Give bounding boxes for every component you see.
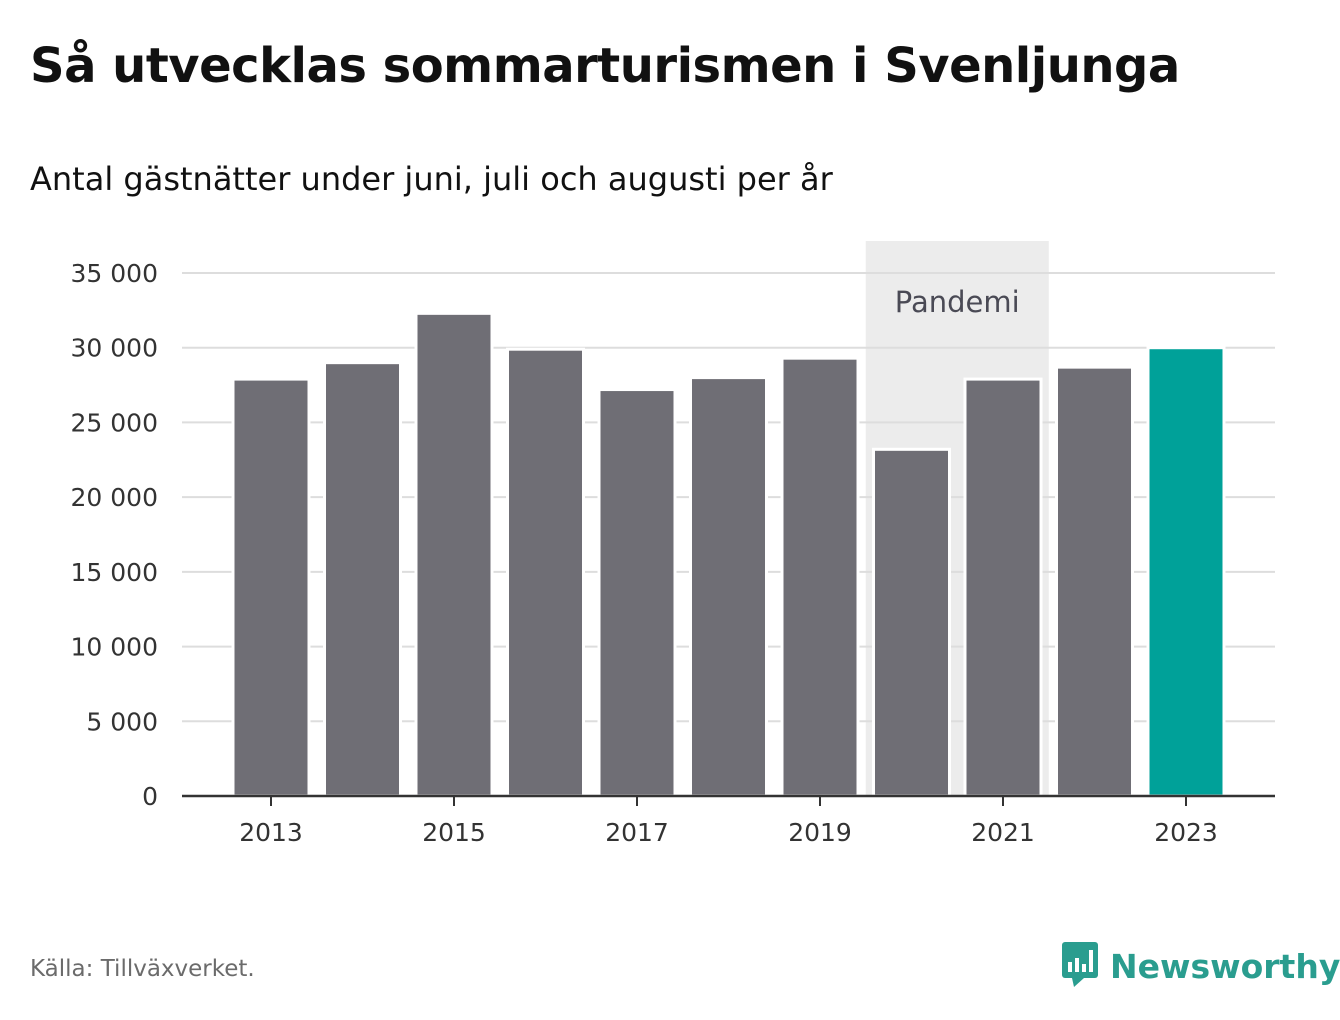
bar-chart-speech-icon: [1060, 940, 1100, 992]
x-tick-label: 2021: [971, 818, 1035, 847]
bar-2022: [1055, 365, 1134, 798]
y-tick-label: 30 000: [71, 334, 158, 363]
brand-name: Newsworthy: [1110, 946, 1340, 986]
x-tick-label: 2015: [422, 818, 486, 847]
y-tick-label: 25 000: [71, 408, 158, 437]
chart-subtitle: Antal gästnätter under juni, juli och au…: [30, 160, 833, 198]
x-tick-label: 2019: [788, 818, 852, 847]
bar-2018: [689, 376, 768, 798]
pandemic-band-label: Pandemi: [895, 285, 1020, 319]
y-tick-label: 5 000: [86, 707, 158, 736]
bar-2019: [780, 356, 860, 798]
y-tick-label: 0: [142, 782, 158, 811]
bar-2017: [597, 388, 677, 798]
bar-2020: [872, 447, 951, 798]
brand-logo: Newsworthy: [1060, 940, 1340, 992]
bar-2016: [506, 347, 585, 798]
source-note: Källa: Tillväxverket.: [30, 956, 255, 982]
y-tick-label: 20 000: [71, 483, 158, 512]
bar-chart: Pandemi 0 5 000 10 000 15 000 20 000 25 000 30 …: [71, 241, 1275, 847]
bar-2015: [414, 311, 494, 798]
y-tick-label: 15 000: [71, 558, 158, 587]
bar-2023: [1146, 346, 1226, 798]
chart-title: Så utvecklas sommarturismen i Svenljunga: [30, 38, 1180, 94]
x-tick-label: 2017: [605, 818, 669, 847]
bar-2013: [231, 377, 311, 798]
y-tick-label: 10 000: [71, 633, 158, 662]
bar-2021: [963, 377, 1043, 798]
x-tick-label: 2013: [239, 818, 303, 847]
y-tick-label: 35 000: [71, 259, 158, 288]
bar-2014: [323, 361, 402, 798]
x-tick-label: 2023: [1154, 818, 1218, 847]
